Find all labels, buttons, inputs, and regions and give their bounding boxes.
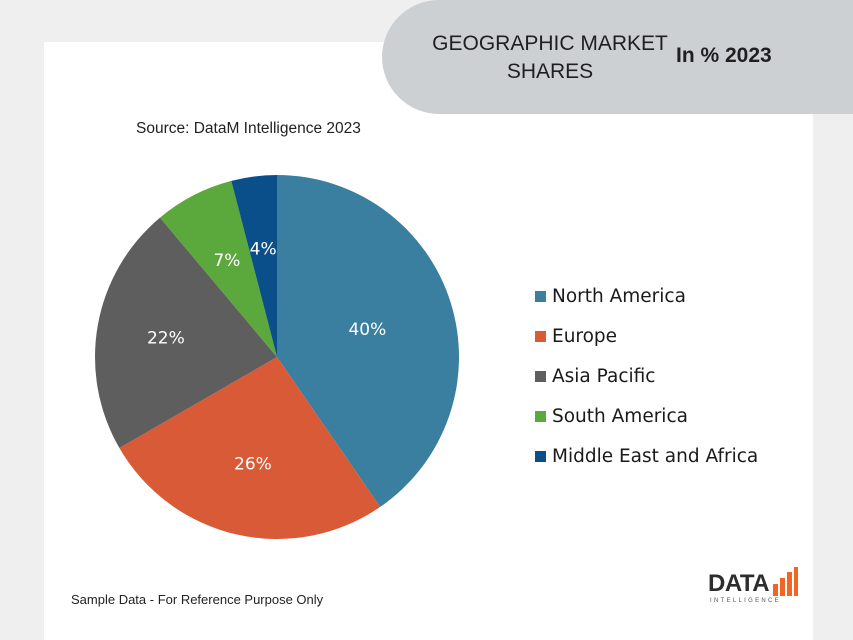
legend-swatch (535, 330, 546, 342)
slice-label: 22% (147, 328, 185, 348)
legend-swatch (535, 370, 546, 382)
legend-label: Europe (552, 325, 618, 347)
legend-swatch (535, 290, 546, 302)
pie-slice-europe (119, 357, 381, 539)
legend-swatch (535, 410, 546, 422)
chart-title: GEOGRAPHIC MARKET SHARES (432, 32, 668, 83)
logo-subtext: INTELLIGENCE (710, 598, 781, 604)
pie-slice-asia-pacific (94, 217, 277, 448)
slice-label: 26% (234, 455, 272, 475)
legend-label: South America (552, 405, 688, 427)
chart-year-label: In % 2023 (676, 44, 772, 67)
legend-label: North America (552, 285, 686, 307)
logo-bars-icon (773, 567, 798, 596)
footnote: Sample Data - For Reference Purpose Only (71, 592, 324, 607)
source-note: Source: DataM Intelligence 2023 (136, 120, 361, 137)
pie-slice-middle-east-and-africa (231, 175, 277, 357)
datam-logo: DATA INTELLIGENCE (708, 562, 800, 608)
legend-item-south-america: South America (535, 396, 758, 436)
legend-item-north-america: North America (535, 276, 758, 316)
logo-text: DATA (708, 570, 770, 597)
header-banner (382, 0, 853, 114)
legend-item-europe: Europe (535, 316, 758, 356)
pie-slice-south-america (160, 180, 277, 357)
legend-label: Middle East and Africa (552, 445, 759, 467)
slice-label: 7% (213, 251, 240, 271)
legend-label: Asia Pacific (552, 365, 656, 387)
slice-label: 4% (250, 240, 277, 260)
slice-label: 40% (348, 320, 386, 340)
chart-legend: North America Europe Asia Pacific South … (535, 276, 758, 476)
legend-item-asia-pacific: Asia Pacific (535, 356, 758, 396)
legend-swatch (535, 450, 546, 462)
pie-slice-north-america (277, 175, 460, 507)
legend-item-middle-east-africa: Middle East and Africa (535, 436, 758, 476)
